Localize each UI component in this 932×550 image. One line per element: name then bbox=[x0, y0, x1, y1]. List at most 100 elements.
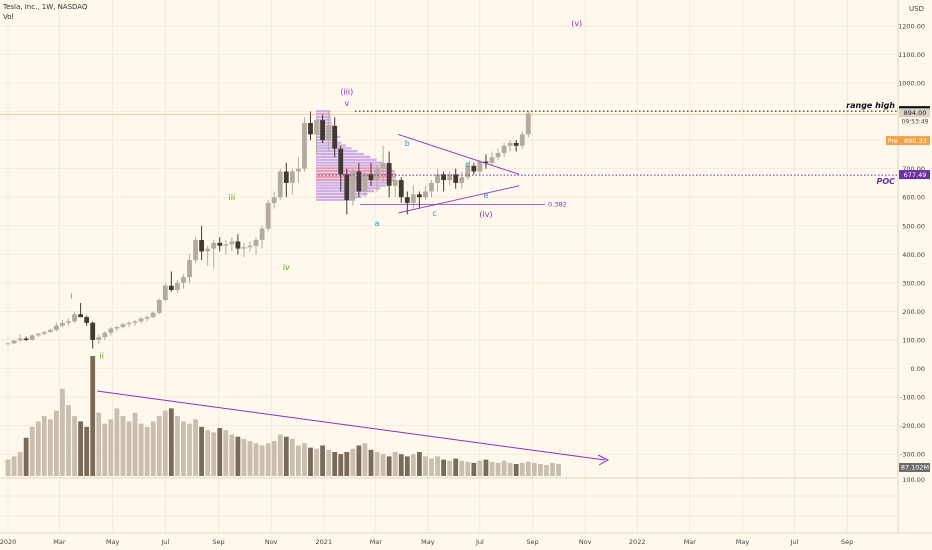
volume-bar bbox=[531, 462, 537, 476]
price-tick-label: 1300.00 bbox=[898, 0, 925, 2]
candle-body bbox=[356, 171, 362, 192]
volume-bar bbox=[259, 445, 265, 476]
candle-body bbox=[314, 120, 319, 135]
candle-body bbox=[308, 122, 313, 135]
candle-body bbox=[386, 162, 392, 186]
candle-body bbox=[17, 338, 23, 341]
volume-bar bbox=[495, 462, 501, 476]
wave-label: iii bbox=[229, 193, 236, 202]
candle-body bbox=[72, 314, 77, 322]
volume-bar bbox=[398, 454, 404, 476]
price-tick-label: 300.00 bbox=[902, 279, 925, 287]
candle-body bbox=[392, 180, 398, 186]
candle-body bbox=[320, 120, 325, 141]
volume-bar bbox=[84, 426, 90, 476]
volume-bar bbox=[489, 461, 495, 476]
price-tick-label: 0.00 bbox=[911, 365, 925, 373]
volume-profile bbox=[316, 110, 396, 201]
volume-bar bbox=[132, 412, 138, 476]
volume-bar bbox=[538, 464, 543, 476]
volume-bar bbox=[283, 436, 289, 476]
volume-bar bbox=[271, 441, 277, 476]
volume-bar bbox=[11, 456, 17, 476]
volume-bar bbox=[550, 462, 555, 476]
price-tick-label: 1100.00 bbox=[898, 51, 925, 59]
volume-profile-bar bbox=[316, 115, 331, 119]
volume-bar bbox=[193, 419, 198, 476]
volume-bar bbox=[326, 449, 332, 476]
candle-body bbox=[108, 328, 114, 333]
volume-bar bbox=[162, 410, 168, 476]
candle-body bbox=[78, 314, 83, 318]
volume-bar bbox=[102, 423, 108, 476]
price-tick-label: 700.00 bbox=[902, 165, 925, 173]
volume-bar bbox=[217, 428, 223, 476]
poc-label: POC bbox=[876, 177, 895, 186]
candle-body bbox=[410, 194, 416, 203]
candle-body bbox=[326, 125, 332, 141]
candle-body bbox=[229, 241, 235, 245]
volume-bar bbox=[519, 462, 525, 476]
wave-label: (iv) bbox=[479, 210, 492, 219]
wave-label: (v) bbox=[571, 19, 582, 28]
volume-profile-bar bbox=[316, 195, 362, 199]
volume-bar bbox=[54, 410, 59, 476]
volume-bar bbox=[35, 421, 41, 476]
volume-bar bbox=[181, 421, 186, 476]
candle-body bbox=[199, 240, 204, 252]
volume-bar bbox=[483, 459, 489, 476]
volume-bar bbox=[556, 464, 561, 476]
candle-body bbox=[344, 174, 350, 201]
volume-bar bbox=[471, 462, 477, 476]
volume-bar bbox=[350, 448, 356, 476]
candle-body bbox=[404, 197, 410, 203]
volume-profile-bar bbox=[316, 155, 371, 159]
wave-label: e bbox=[483, 191, 488, 200]
bar-countdown: 09:53:49 bbox=[902, 118, 929, 125]
time-axis[interactable]: 2020 Mar May Jul Sep Nov 2021 Mar May Jul Sep Nov 20… bbox=[0, 532, 932, 546]
volume-bar bbox=[380, 454, 386, 476]
candle-body bbox=[296, 168, 301, 172]
time-tick-label: May bbox=[106, 538, 120, 546]
price-tick-label: 400.00 bbox=[902, 251, 925, 259]
price-axis[interactable]: 1300.001200.001100.001000.00900.00800.00… bbox=[886, 0, 932, 550]
volume-bars bbox=[5, 356, 561, 476]
candle-body bbox=[5, 343, 11, 345]
volume-bar bbox=[187, 423, 192, 476]
time-tick-label: 2020 bbox=[0, 538, 16, 546]
volume-profile-bar bbox=[316, 198, 356, 201]
volume-bar bbox=[453, 458, 459, 476]
candle-body bbox=[126, 322, 132, 325]
volume-pane-tick: 100.00 bbox=[902, 476, 925, 484]
volume-bar bbox=[241, 438, 247, 476]
wave-label: iv bbox=[283, 263, 290, 272]
volume-bar bbox=[114, 408, 120, 476]
volume-bar bbox=[138, 423, 144, 476]
volume-bar bbox=[404, 456, 410, 476]
volume-bar bbox=[205, 430, 211, 476]
poc-price-tag-bg bbox=[899, 170, 930, 180]
candle-body bbox=[265, 202, 271, 229]
candle-body bbox=[417, 194, 422, 198]
price-axis-bg bbox=[898, 0, 932, 550]
candle-body bbox=[277, 171, 283, 198]
volume-bar bbox=[368, 449, 374, 476]
volume-bar bbox=[277, 434, 283, 476]
volume-bar bbox=[156, 416, 162, 476]
candle-body bbox=[35, 333, 41, 336]
candle-body bbox=[447, 174, 453, 181]
volume-profile-bar bbox=[316, 130, 336, 133]
candle-body bbox=[66, 321, 71, 323]
volume-tag-bg bbox=[899, 463, 930, 472]
volume-legend-label: Vol bbox=[3, 13, 14, 21]
volume-bar bbox=[223, 430, 229, 476]
volume-bar bbox=[410, 454, 416, 476]
wave-label: v bbox=[344, 99, 349, 108]
candle-body bbox=[283, 171, 289, 183]
volume-bar bbox=[229, 434, 235, 476]
candle-body bbox=[114, 327, 120, 329]
price-tick-label: 500.00 bbox=[902, 222, 925, 230]
candle-body bbox=[471, 165, 477, 172]
time-tick-label: Jul bbox=[475, 538, 484, 546]
